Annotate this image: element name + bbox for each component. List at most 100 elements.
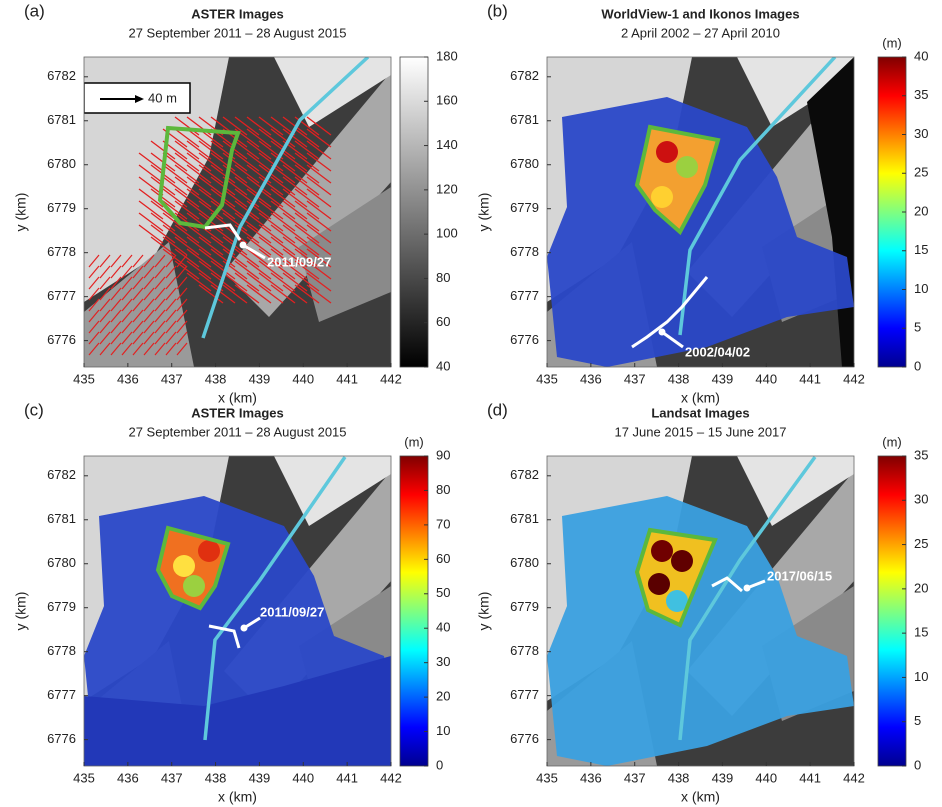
colorbar-tick-label: 5 xyxy=(914,713,921,728)
colorbar-tick-label: 30 xyxy=(914,492,928,507)
x-tick-label: 439 xyxy=(712,770,734,785)
y-tick-label: 6778 xyxy=(47,244,76,259)
y-tick-label: 6777 xyxy=(510,288,539,303)
patch xyxy=(651,186,673,208)
map: 2017/06/15 xyxy=(547,456,854,766)
y-tick-label: 6778 xyxy=(47,643,76,658)
y-tick-label: 6779 xyxy=(510,599,539,614)
x-tick-label: 438 xyxy=(668,770,690,785)
map: 40 m 2011/09/27 xyxy=(84,57,391,367)
colorbar-tick-label: 0 xyxy=(436,757,443,772)
colorbar-tick-label: 30 xyxy=(914,126,928,141)
x-tick-label: 441 xyxy=(799,770,821,785)
x-tick-label: 435 xyxy=(73,770,95,785)
body: (a) ASTER Images 27 September 2011 – 28 Au… xyxy=(0,0,942,807)
title: WorldView-1 and Ikonos Images xyxy=(601,6,799,21)
y-tick-label: 6782 xyxy=(510,68,539,83)
x-axis-label: x (km) xyxy=(218,789,257,805)
colorbar-tick-label: 60 xyxy=(436,314,450,329)
date-label: 2011/09/27 xyxy=(267,254,331,269)
colorbar-tick-label: 40 xyxy=(914,48,928,63)
map: 2002/04/02 xyxy=(547,57,854,367)
pointer-head xyxy=(744,585,751,592)
colorbar-tick-label: 35 xyxy=(914,87,928,102)
patch xyxy=(183,575,205,597)
x-tick-label: 436 xyxy=(580,371,602,386)
pointer-head xyxy=(659,329,666,336)
y-tick-label: 6780 xyxy=(47,156,76,171)
x-tick-label: 441 xyxy=(799,371,821,386)
subtitle: 27 September 2011 – 28 August 2015 xyxy=(128,424,346,439)
x-tick-label: 442 xyxy=(380,371,402,386)
colorbar-tick-label: 80 xyxy=(436,482,450,497)
x-tick-label: 440 xyxy=(755,371,777,386)
x-tick-label: 437 xyxy=(624,371,646,386)
x-axis-label: x (km) xyxy=(681,789,720,805)
date-label: 2002/04/02 xyxy=(685,344,750,359)
colorbar xyxy=(400,57,428,367)
x-tick-label: 442 xyxy=(843,371,865,386)
colorbar-tick-label: 15 xyxy=(914,242,928,257)
x-tick-label: 438 xyxy=(668,371,690,386)
figure: (a) ASTER Images 27 September 2011 – 28 Au… xyxy=(0,0,942,807)
colorbar-tick-label: 10 xyxy=(914,281,928,296)
panel-label: (c) xyxy=(24,400,44,419)
colorbar-tick-label: 15 xyxy=(914,625,928,640)
x-tick-label: 441 xyxy=(336,770,358,785)
y-axis-label: y (km) xyxy=(13,193,29,232)
page: {"chart_data": [ {"type": "map", "panel_… xyxy=(0,0,942,807)
title: ASTER Images xyxy=(191,405,283,420)
colorbar-tick-label: 40 xyxy=(436,620,450,635)
colorbar-tick-label: 10 xyxy=(914,669,928,684)
colorbar-tick-label: 100 xyxy=(436,226,458,241)
y-tick-label: 6781 xyxy=(510,511,539,526)
x-tick-label: 439 xyxy=(249,770,271,785)
x-tick-label: 437 xyxy=(624,770,646,785)
x-tick-label: 436 xyxy=(580,770,602,785)
colorbar-tick-label: 5 xyxy=(914,320,921,335)
panel-label: (a) xyxy=(24,1,45,20)
colorbar-tick-label: 160 xyxy=(436,93,458,108)
x-tick-label: 437 xyxy=(161,371,183,386)
colorbar xyxy=(878,57,906,367)
y-tick-label: 6776 xyxy=(47,731,76,746)
x-tick-label: 435 xyxy=(73,371,95,386)
colorbar-tick-label: 80 xyxy=(436,270,450,285)
colorbar-tick-label: 90 xyxy=(436,447,450,462)
y-tick-label: 6776 xyxy=(510,731,539,746)
x-tick-label: 440 xyxy=(292,371,314,386)
x-axis-label: x (km) xyxy=(218,390,257,406)
x-tick-label: 440 xyxy=(755,770,777,785)
colorbar xyxy=(400,456,428,766)
colorbar-tick-label: 30 xyxy=(436,654,450,669)
subtitle: 27 September 2011 – 28 August 2015 xyxy=(128,25,346,40)
colorbar-tick-label: 140 xyxy=(436,137,458,152)
colorbar-tick-label: 25 xyxy=(914,536,928,551)
y-tick-label: 6776 xyxy=(47,332,76,347)
y-tick-label: 6777 xyxy=(47,687,76,702)
map: 2011/09/27 xyxy=(84,456,391,766)
y-tick-label: 6779 xyxy=(510,200,539,215)
title: ASTER Images xyxy=(191,6,283,21)
y-axis-label: y (km) xyxy=(13,592,29,631)
y-tick-label: 6779 xyxy=(47,200,76,215)
x-tick-label: 436 xyxy=(117,770,139,785)
patch xyxy=(651,540,673,562)
x-tick-label: 439 xyxy=(249,371,271,386)
y-axis-label: y (km) xyxy=(476,193,492,232)
y-tick-label: 6781 xyxy=(47,112,76,127)
colorbar-tick-label: 120 xyxy=(436,181,458,196)
colorbar-tick-label: 40 xyxy=(436,358,450,373)
y-tick-label: 6779 xyxy=(47,599,76,614)
colorbar-label: (m) xyxy=(882,434,902,449)
x-tick-label: 435 xyxy=(536,371,558,386)
date-label: 2011/09/27 xyxy=(260,604,324,619)
x-tick-label: 438 xyxy=(205,371,227,386)
y-axis-label: y (km) xyxy=(476,592,492,631)
y-tick-label: 6781 xyxy=(47,511,76,526)
patch xyxy=(648,573,670,595)
x-tick-label: 439 xyxy=(712,371,734,386)
scale-label: 40 m xyxy=(148,90,177,105)
patch xyxy=(671,550,693,572)
colorbar-tick-label: 70 xyxy=(436,516,450,531)
